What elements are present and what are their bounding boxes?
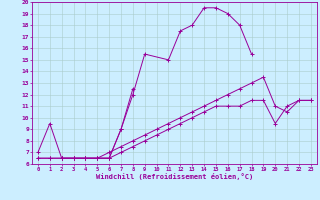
X-axis label: Windchill (Refroidissement éolien,°C): Windchill (Refroidissement éolien,°C) — [96, 173, 253, 180]
